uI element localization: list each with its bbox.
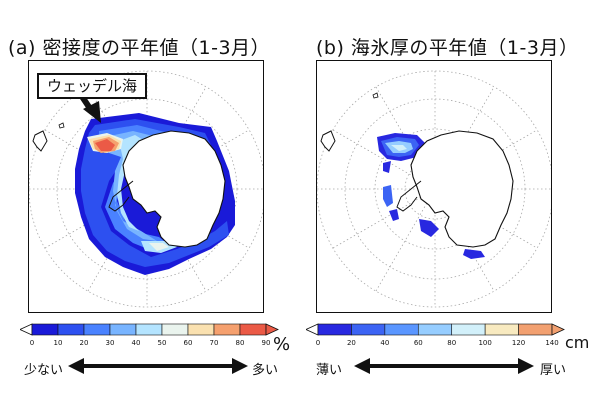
colorbar-segment: [109, 323, 137, 336]
colorbar-tick-label: 40: [132, 339, 141, 347]
colorbar-segment: [518, 323, 553, 336]
thickness-unit: cm: [565, 333, 590, 352]
colorbar-tick-label: 100: [478, 339, 491, 347]
concentration-colorbar: 0 10 20 30 40 50 60 70 80 90: [20, 323, 279, 347]
thickness-high-label: 厚い: [540, 363, 567, 378]
panel-b-title: (b) 海氷厚の平年値（1-3月）: [316, 37, 579, 59]
weddell-sea-callout: ウェッデル海: [37, 73, 147, 99]
colorbar-tick-label: 90: [262, 339, 271, 347]
colorbar-tick-label: 70: [210, 339, 219, 347]
thickness-map-panel: [316, 60, 554, 313]
colorbar-segment: [351, 323, 386, 336]
concentration-double-arrow: [68, 358, 248, 374]
colorbar-segment: [187, 323, 215, 336]
colorbar-segment: [83, 323, 111, 336]
colorbar-segment: [384, 323, 419, 336]
colorbar-segment: [484, 323, 519, 336]
concentration-high-label: 多い: [252, 363, 279, 378]
colorbar-tick-label: 10: [54, 339, 63, 347]
colorbar-segment: [213, 323, 241, 336]
colorbar-tick-label: 140: [545, 339, 558, 347]
colorbar-tick-label: 30: [106, 339, 115, 347]
colorbar-segment: [451, 323, 486, 336]
colorbar-segment: [417, 323, 453, 336]
thickness-map: [316, 70, 554, 308]
colorbar-tick-label: 60: [414, 339, 423, 347]
south-america-tip: [32, 130, 48, 152]
colorbar-high-extend: [551, 323, 565, 336]
colorbar-tick-label: 80: [236, 339, 245, 347]
colorbar-segment: [31, 323, 59, 336]
concentration-map: [28, 70, 266, 308]
colorbar-tick-label: 0: [316, 339, 320, 347]
colorbar-low-extend: [306, 323, 319, 336]
panel-a-title: (a) 密接度の平年値（1-3月）: [8, 37, 271, 59]
colorbar-high-extend: [265, 323, 279, 336]
thickness-low-label: 薄い: [316, 363, 343, 378]
antarctica-coastline: [410, 130, 514, 248]
thickness-colorbar: 0 20 40 60 80 100 120 140: [306, 323, 565, 347]
colorbar-low-extend: [20, 323, 33, 336]
peninsula-coastline: [396, 180, 422, 212]
colorbar-tick-label: 80: [447, 339, 456, 347]
colorbar-tick-label: 20: [347, 339, 356, 347]
callout-arrow: [78, 93, 101, 123]
concentration-map-panel: [28, 60, 266, 313]
colorbar-tick-label: 50: [158, 339, 167, 347]
south-america-tip: [320, 130, 336, 152]
concentration-low-label: 少ない: [24, 363, 64, 378]
colorbar-tick-label: 40: [380, 339, 389, 347]
island-outline: [58, 122, 65, 129]
colorbar-segment: [135, 323, 163, 336]
colorbar-segment: [317, 323, 352, 336]
concentration-unit: %: [273, 334, 291, 355]
sea-ice-thickness-field: [377, 133, 485, 259]
colorbar-tick-label: 20: [80, 339, 89, 347]
colorbar-tick-label: 60: [184, 339, 193, 347]
island-outline: [372, 92, 379, 99]
thickness-double-arrow: [354, 358, 534, 374]
colorbar-tick-label: 120: [512, 339, 525, 347]
colorbar-segment: [161, 323, 189, 336]
colorbar-segment: [57, 323, 85, 336]
colorbar-tick-label: 0: [30, 339, 34, 347]
colorbar-segment: [239, 323, 267, 336]
peninsula-coastline: [108, 180, 134, 212]
antarctica-coastline: [122, 130, 226, 248]
